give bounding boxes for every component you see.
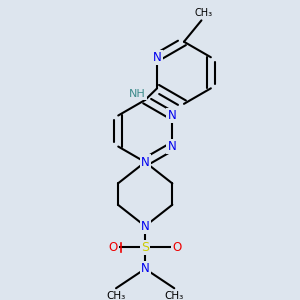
Text: O: O [109, 241, 118, 254]
Text: N: N [141, 262, 149, 275]
Text: N: N [168, 109, 176, 122]
Text: N: N [141, 156, 149, 169]
Text: NH: NH [129, 89, 146, 99]
Text: CH₃: CH₃ [194, 8, 212, 18]
Text: O: O [172, 241, 182, 254]
Text: N: N [153, 51, 161, 64]
Text: N: N [141, 220, 149, 232]
Text: N: N [168, 140, 176, 153]
Text: S: S [141, 241, 149, 254]
Text: CH₃: CH₃ [165, 291, 184, 300]
Text: CH₃: CH₃ [106, 291, 126, 300]
